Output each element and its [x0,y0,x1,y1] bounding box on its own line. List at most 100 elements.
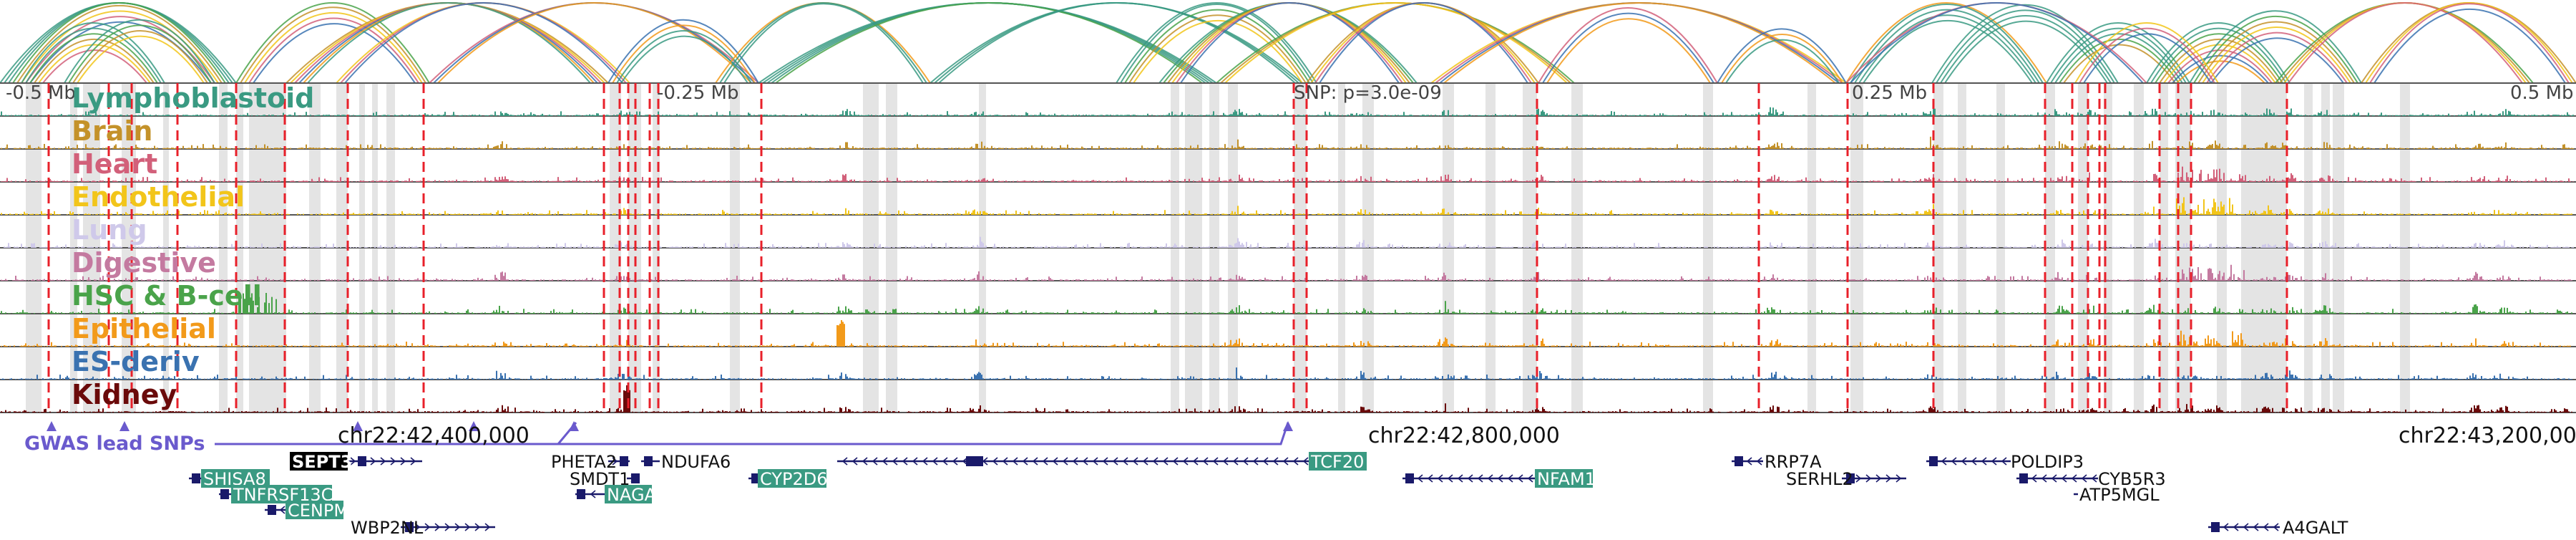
track-label-lymphoblastoid: Lymphoblastoid [72,82,314,114]
chromatin-loop-arc [1863,20,2033,84]
strand-arrow [380,457,386,466]
strand-arrow [279,506,286,514]
chromatin-loop-arc [2074,22,2219,84]
gene-sept3: SEPT3 [290,452,422,472]
strand-arrow [1961,457,1967,466]
chromatin-loop-arc [77,35,205,84]
signal-peaks [1,293,2572,314]
gene-pheta2: PHETA2 [551,452,630,472]
strand-arrow [1282,457,1289,466]
strand-arrow [400,457,406,466]
chromatin-loop-arc [2176,60,2265,84]
strand-arrow [1885,474,1892,483]
track-label-lung: Lung [72,214,147,246]
chromatin-loop-arc [1854,9,2040,84]
track-label-endothelial: Endothelial [72,181,245,213]
signal-track-4 [0,236,2576,249]
strand-arrow [1855,474,1862,483]
coordinate-label-42800000: chr22:42,800,000 [1368,423,1560,448]
strand-arrow [1427,474,1433,483]
strand-arrow [1182,457,1189,466]
track-labels: Lymphoblastoid Brain Heart Endothelial L… [72,82,314,410]
gene-label: SEPT3 [292,452,352,472]
strand-arrow [2263,523,2269,531]
strand-arrow [1527,474,1533,483]
gene-label: WBP2NL [351,518,424,537]
strand-arrow [2061,474,2067,483]
scale-label-plus-0.25: 0.25 Mb [1852,82,1927,104]
strand-arrow [1497,474,1503,483]
strand-arrow [882,457,888,466]
strand-arrow [1262,457,1269,466]
chromatin-loop-arc [2193,15,2358,84]
strand-arrow [1242,457,1249,466]
gene-exon [220,489,229,499]
chromatin-loop-arc [616,30,752,84]
chromatin-loop-arc [2167,49,2273,84]
strand-arrow [2001,457,2007,466]
gene-exon [1846,473,1855,483]
gene-label: POLDIP3 [2011,452,2084,472]
chromatin-loop-arc [25,27,162,84]
strand-arrow [992,457,998,466]
track-label-heart: Heart [72,148,157,180]
chromatin-loop-arc [1120,4,1314,84]
gene-poldip3: POLDIP3 [1926,452,2084,472]
gene-label: NAGA [607,485,657,505]
gene-exon [966,456,975,466]
chromatin-loop-arc [2369,3,2570,84]
strand-arrow [414,523,421,531]
signal-track-2 [0,166,2576,183]
chromatin-loop-arc [244,11,423,84]
strand-arrow [1022,457,1028,466]
strand-arrow [2071,474,2077,483]
signal-track-5 [0,264,2576,281]
chromatin-loop-arc [1725,39,1840,84]
gwas-snp-marker [47,421,57,431]
gene-exon [2019,473,2028,483]
strand-arrow [1865,474,1872,483]
strand-arrow [1437,474,1443,483]
chromatin-loop-arc [1224,2,1568,84]
gene-naga: NAGA [575,485,657,505]
snp-marker-lines [47,83,2288,413]
track-label-epithelial: Epithelial [72,313,216,344]
gene-exon [620,456,628,466]
strand-arrow [1202,457,1209,466]
strand-arrow [444,523,451,531]
coordinate-label-43200000: chr22:43,200,000 [2399,423,2576,448]
chromatin-loop-arc [1944,20,2108,84]
chromatin-loop-arc [235,2,430,84]
chromatin-loop-arc [2150,27,2287,84]
strand-arrow [1746,457,1752,466]
gene-wbp2nl: WBP2NL [351,518,495,538]
strand-arrow [424,523,431,531]
gene-exon [644,456,653,466]
gene-exon [1405,473,1414,483]
gene-label: ATP5MGL [2079,485,2160,505]
gwas-snp-marker [119,421,130,431]
strand-arrow [1132,457,1138,466]
chromatin-loop-arc [1717,28,1847,84]
gene-tcf20: TCF20 [837,452,1367,472]
gene-exon [631,473,640,483]
strand-arrow [1102,457,1108,466]
chromatin-loop-arc [248,17,419,84]
chromatin-loop-arc [2210,37,2344,84]
strand-arrow [942,457,948,466]
strand-arrow [454,523,461,531]
gene-label-box [758,469,826,488]
chromatin-loop-arc [2172,54,2269,84]
strand-arrow [2233,523,2239,531]
chromatin-loop-arc [68,24,212,84]
signal-peaks [1,385,2572,413]
strand-arrow [2091,474,2097,483]
strand-arrow [1467,474,1473,483]
strand-arrow [350,457,356,466]
chromatin-loop-arc [21,22,165,84]
signal-peaks [1,166,2574,182]
strand-arrow [1112,457,1118,466]
chromatin-loop-arc [723,3,924,84]
coordinate-label-42400000: chr22:42,400,000 [338,423,530,448]
